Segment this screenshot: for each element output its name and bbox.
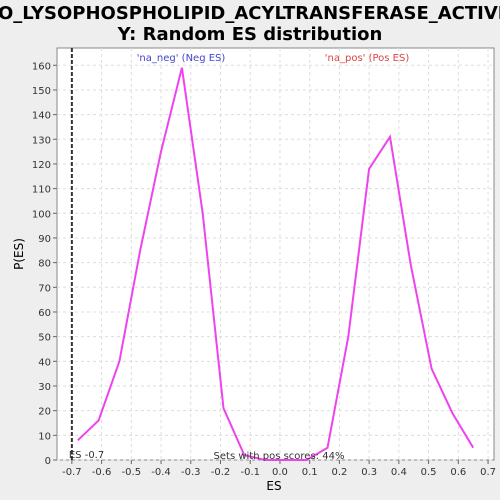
chart-title-line-2: Y: Random ES distribution — [117, 24, 383, 45]
x-axis-ticks: -0.7 -0.6 -0.5 -0.4 -0.3 -0.2 -0.1 0.0 0.1 0.2 0.3… — [62, 460, 496, 478]
x-tick-label: -0.5 — [122, 467, 142, 478]
y-tick-label: 40 — [38, 357, 51, 368]
y-tick-label: 130 — [32, 135, 51, 146]
y-tick-label: 10 — [38, 431, 51, 442]
y-tick-label: 70 — [38, 283, 51, 294]
y-tick-label: 60 — [38, 308, 51, 319]
x-tick-label: 0.7 — [480, 467, 496, 478]
x-tick-label: -0.4 — [151, 467, 171, 478]
plot-area — [56, 47, 495, 461]
x-tick-label: -0.2 — [211, 467, 231, 478]
legend-pos-label: 'na_pos' (Pos ES) — [325, 53, 410, 64]
y-tick-label: 140 — [32, 111, 51, 122]
x-axis-label: ES — [266, 479, 281, 493]
pos-score-annotation: Sets with pos scores: 44% — [214, 451, 345, 462]
y-tick-label: 80 — [38, 259, 51, 270]
es-distribution-line — [77, 67, 475, 461]
x-tick-label: -0.1 — [240, 467, 260, 478]
y-tick-label: 0 — [45, 456, 51, 467]
y-tick-label: 160 — [32, 61, 51, 72]
x-tick-label: 0.5 — [421, 467, 437, 478]
x-tick-label: 0.0 — [272, 467, 288, 478]
chart-title-line-1: GO_LYSOPHOSPHOLIPID_ACYLTRANSFERASE_ACTI… — [0, 3, 500, 24]
x-tick-label: 0.2 — [331, 467, 347, 478]
es-marker-label: ES -0.7 — [69, 450, 104, 461]
y-tick-label: 110 — [32, 185, 51, 196]
y-tick-label: 30 — [38, 382, 51, 393]
x-tick-label: -0.3 — [181, 467, 201, 478]
x-tick-label: 0.6 — [450, 467, 466, 478]
y-tick-label: 120 — [32, 160, 51, 171]
y-tick-label: 20 — [38, 407, 51, 418]
x-tick-label: 0.4 — [391, 467, 407, 478]
y-tick-label: 150 — [32, 86, 51, 97]
x-tick-label: 0.1 — [302, 467, 318, 478]
y-axis-label: P(ES) — [12, 238, 26, 270]
x-tick-label: 0.3 — [361, 467, 377, 478]
x-tick-label: -0.6 — [92, 467, 112, 478]
legend-neg-label: 'na_neg' (Neg ES) — [137, 53, 226, 64]
y-axis-ticks: 0 10 20 30 40 50 60 70 80 90 100 110 120 130 140 150 160 — [32, 61, 57, 467]
x-tick-label: -0.7 — [62, 467, 82, 478]
y-tick-label: 90 — [38, 234, 51, 245]
grid-lines — [57, 48, 494, 461]
y-tick-label: 100 — [32, 209, 51, 220]
y-tick-label: 50 — [38, 333, 51, 344]
